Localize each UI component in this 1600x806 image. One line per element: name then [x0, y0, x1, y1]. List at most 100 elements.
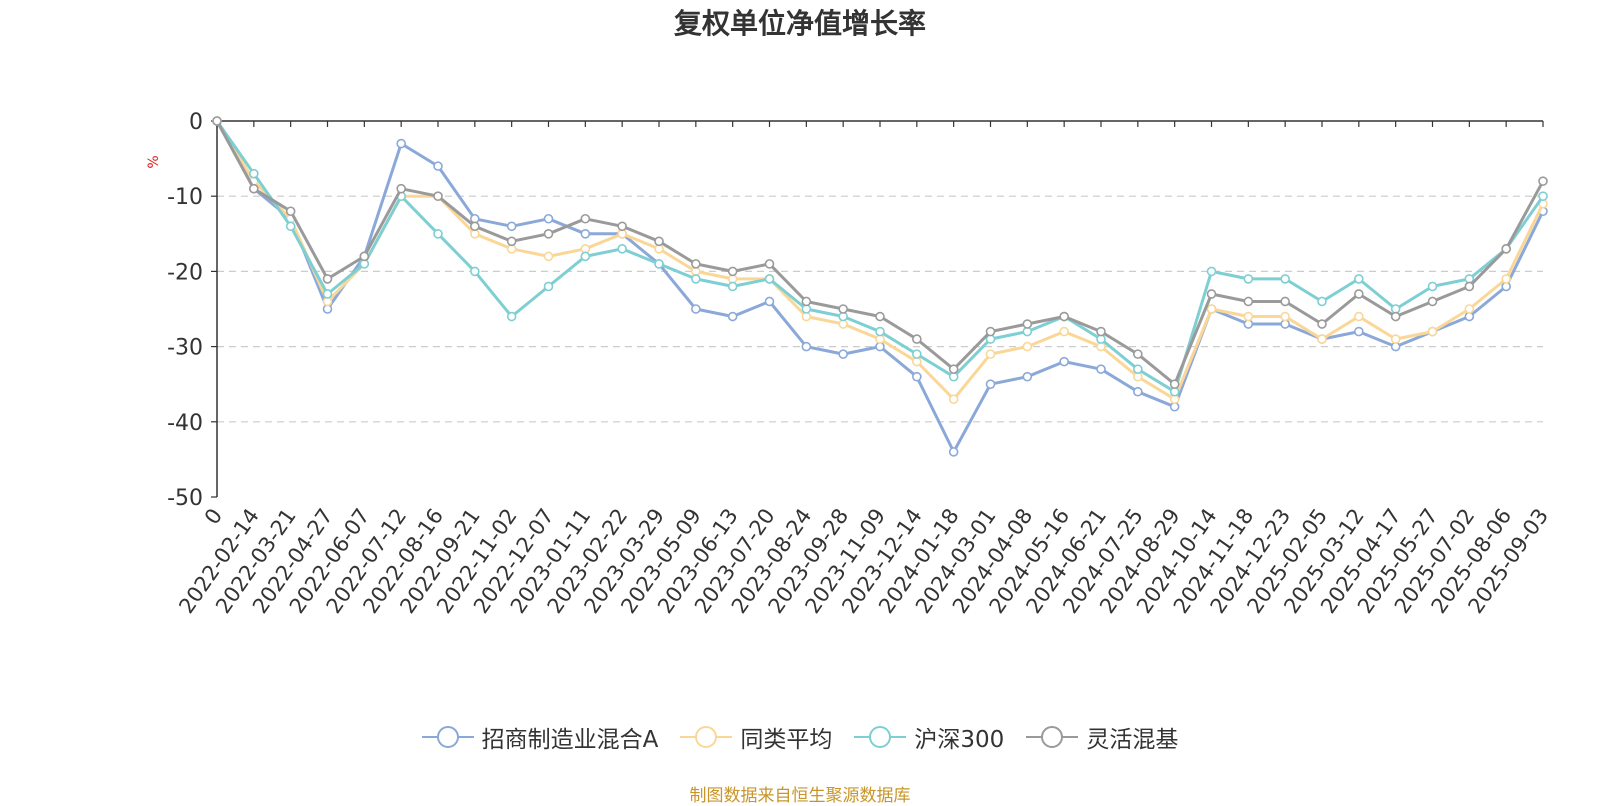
data-point — [1133, 364, 1143, 374]
legend-marker-icon — [1026, 726, 1079, 748]
series-line — [215, 119, 1545, 401]
data-point — [506, 221, 517, 232]
data-point — [1538, 191, 1548, 201]
data-point — [543, 251, 554, 262]
tick-labels: 0-10-20-30-40-50%02022-02-142022-03-2120… — [146, 110, 1553, 618]
source-note: 制图数据来自恒生聚源数据库 — [689, 786, 911, 806]
data-point — [1206, 304, 1217, 314]
series-lines — [212, 116, 1548, 457]
data-point — [1280, 311, 1290, 322]
data-point — [1059, 326, 1069, 337]
data-point — [322, 274, 333, 284]
data-point — [506, 236, 517, 247]
legend: 招商制造业混合A 同类平均 沪深300 灵活混基 — [0, 720, 1600, 754]
series-1 — [212, 116, 1548, 405]
data-point — [1501, 244, 1511, 254]
data-point — [506, 311, 517, 322]
chart-title: 复权单位净值增长率 — [673, 7, 926, 40]
data-point — [912, 371, 922, 382]
data-point — [1096, 326, 1106, 337]
data-point — [396, 138, 406, 149]
data-point — [801, 296, 812, 307]
series-3 — [212, 116, 1548, 390]
data-point — [1464, 304, 1475, 314]
data-point — [912, 334, 922, 344]
axes — [211, 120, 1544, 498]
data-point — [654, 236, 664, 247]
data-point — [912, 349, 922, 359]
data-point — [1390, 311, 1401, 322]
data-point — [985, 326, 996, 337]
data-point — [433, 229, 443, 239]
data-point — [617, 244, 627, 254]
data-point — [691, 304, 701, 314]
data-point — [1317, 334, 1327, 344]
y-tick-label: -50 — [167, 486, 203, 511]
legend-label: 灵活混基 — [1086, 727, 1179, 753]
legend-label: 同类平均 — [740, 727, 833, 753]
data-point — [1059, 311, 1069, 322]
data-point — [1354, 274, 1364, 284]
data-point — [1538, 176, 1548, 186]
data-point — [285, 221, 296, 232]
data-point — [1206, 289, 1217, 299]
data-point — [1096, 364, 1106, 374]
data-point — [764, 259, 775, 269]
data-point — [1206, 266, 1217, 277]
data-point — [212, 116, 222, 126]
legend-marker-icon — [421, 726, 474, 748]
data-point — [1464, 281, 1475, 292]
data-point — [543, 213, 554, 224]
data-point — [1243, 274, 1254, 284]
data-point — [580, 229, 591, 239]
data-point — [1427, 296, 1438, 307]
data-point — [1427, 281, 1438, 292]
data-point — [1059, 356, 1069, 367]
data-point — [1022, 371, 1033, 382]
data-point — [322, 289, 333, 299]
data-point — [1317, 319, 1327, 329]
data-point — [654, 259, 664, 269]
data-point — [727, 311, 738, 322]
data-point — [691, 274, 701, 284]
data-point — [470, 221, 480, 232]
data-point — [249, 168, 259, 179]
data-point — [1427, 326, 1438, 337]
series-2 — [212, 116, 1548, 397]
data-point — [433, 161, 443, 171]
y-tick-label: -20 — [167, 260, 203, 285]
legend-marker-icon — [854, 726, 907, 748]
data-point — [875, 311, 885, 322]
data-point — [543, 281, 554, 292]
data-point — [1390, 334, 1401, 344]
data-point — [1354, 289, 1364, 299]
data-point — [1022, 341, 1033, 352]
data-point — [285, 206, 296, 217]
legend-item[interactable]: 招商制造业混合A — [421, 720, 659, 754]
data-point — [433, 191, 443, 201]
data-point — [838, 349, 848, 359]
data-point — [948, 364, 959, 374]
legend-item[interactable]: 同类平均 — [680, 720, 832, 754]
legend-item[interactable]: 沪深300 — [854, 720, 1004, 754]
data-point — [580, 213, 591, 224]
data-point — [543, 229, 554, 239]
data-point — [249, 183, 259, 194]
data-point — [764, 296, 775, 307]
legend-marker-icon — [680, 726, 733, 748]
legend-label: 招商制造业混合A — [481, 727, 659, 753]
data-point — [875, 326, 885, 337]
data-point — [948, 394, 959, 405]
data-point — [1501, 274, 1511, 284]
data-point — [580, 251, 591, 262]
legend-item[interactable]: 灵活混基 — [1026, 720, 1178, 754]
data-point — [691, 259, 701, 269]
data-point — [1280, 296, 1290, 307]
data-point — [1317, 296, 1327, 307]
y-tick-label: -30 — [167, 336, 203, 361]
data-point — [1169, 379, 1180, 390]
data-point — [801, 341, 812, 352]
data-point — [1022, 319, 1033, 329]
data-point — [727, 281, 738, 292]
